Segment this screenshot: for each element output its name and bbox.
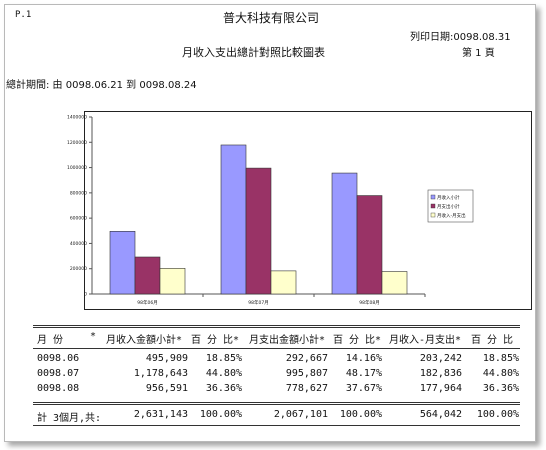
cell-net: 182,836 [419, 368, 462, 379]
cell-net-pct: 18.85% [482, 353, 519, 364]
cell-expense: 292,667 [285, 353, 328, 364]
col-header-income-pct: 百 分 比* [191, 335, 240, 346]
y-tick-label: 1000000 [67, 165, 87, 171]
cell-income-pct: 44.80% [205, 368, 242, 379]
bar [109, 231, 136, 295]
legend-label: 月收入小計 [437, 194, 460, 201]
table-top-rule-2 [33, 327, 520, 328]
cell-income: 956,591 [145, 383, 188, 394]
col-header-star: * [90, 331, 97, 342]
y-tick-label: 200000 [70, 266, 87, 272]
total-label: 計 3個月,共: [37, 413, 102, 424]
cell-expense-pct: 14.16% [345, 353, 382, 364]
legend-label: 月支出小計 [437, 203, 460, 210]
header-underline [33, 348, 520, 349]
total-income-pct: 100.00% [199, 409, 242, 420]
bar [134, 256, 161, 295]
cell-expense: 995,807 [285, 368, 328, 379]
bar [270, 270, 297, 295]
cell-net: 177,964 [419, 383, 462, 394]
cell-expense-pct: 37.67% [345, 383, 382, 394]
chart-legend [427, 189, 474, 223]
report-title: 月收入支出總計對照比較圖表 [182, 46, 325, 59]
x-tick-label: 98年07月 [248, 299, 268, 306]
cell-income: 495,909 [145, 353, 188, 364]
bar [159, 268, 186, 295]
total-net: 564,042 [419, 409, 462, 420]
chart-frame [84, 111, 532, 310]
bar [331, 172, 358, 295]
page-number: P.1 [15, 10, 32, 20]
page-label: 第 1 頁 [462, 48, 495, 59]
col-header-net: 月收入-月支出* [389, 335, 462, 346]
y-tick-label: 600000 [70, 216, 87, 222]
col-header-net-pct: 百 分 比 [471, 335, 514, 346]
y-tick-label: 800000 [70, 190, 87, 196]
table-top-rule [33, 325, 520, 326]
cell-expense-pct: 48.17% [345, 368, 382, 379]
legend-swatch [430, 194, 436, 200]
y-tick-label: 1200000 [67, 140, 87, 146]
cell-net: 203,242 [419, 353, 462, 364]
total-expense-pct: 100.00% [339, 409, 382, 420]
legend-label: 月收入-月支出 [437, 212, 466, 219]
col-header-income: 月收入金額小計* [106, 335, 183, 346]
y-tick-label: 400000 [70, 241, 87, 247]
col-header-expense: 月支出金額小計* [249, 335, 326, 346]
total-net-pct: 100.00% [476, 409, 519, 420]
cell-net-pct: 36.36% [482, 383, 519, 394]
total-income: 2,631,143 [133, 409, 188, 420]
y-tick-label: 1400000 [67, 115, 87, 121]
bar [220, 144, 247, 295]
total-rule-2 [33, 404, 520, 405]
x-tick-label: 98年08月 [359, 299, 379, 306]
legend-swatch [430, 203, 436, 209]
col-header-month: 月 份 [37, 335, 64, 346]
x-tick-label: 98年06月 [137, 299, 157, 306]
cell-month: 0098.06 [37, 353, 80, 364]
bar [356, 195, 383, 295]
total-rule [33, 402, 520, 403]
cell-income-pct: 36.36% [205, 383, 242, 394]
col-header-expense-pct: 百 分 比* [333, 335, 382, 346]
period-range: 總計期間: 由 0098.06.21 到 0098.08.24 [6, 80, 197, 91]
cell-net-pct: 44.80% [482, 368, 519, 379]
company-name: 普大科技有限公司 [223, 11, 320, 25]
table-bottom-rule [33, 425, 520, 426]
bar [381, 271, 408, 295]
y-tick-label: 0 [84, 292, 87, 298]
total-expense: 2,067,101 [273, 409, 328, 420]
cell-month: 0098.08 [37, 383, 80, 394]
legend-swatch [430, 212, 436, 218]
cell-income: 1,178,643 [133, 368, 188, 379]
bar [245, 167, 272, 295]
cell-expense: 778,627 [285, 383, 328, 394]
cell-month: 0098.07 [37, 368, 80, 379]
cell-income-pct: 18.85% [205, 353, 242, 364]
print-date: 列印日期:0098.08.31 [410, 32, 511, 43]
